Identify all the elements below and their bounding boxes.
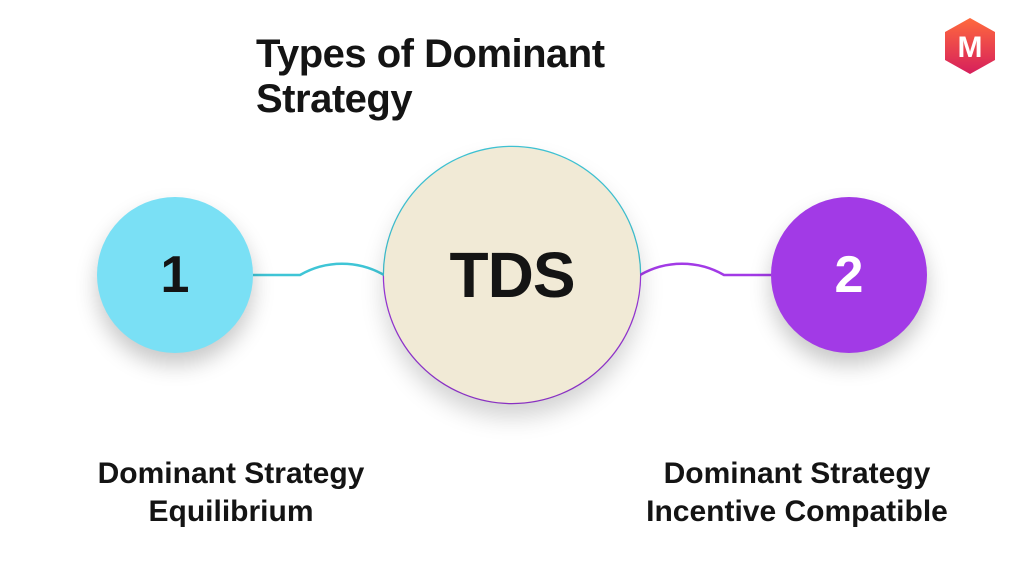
brand-logo: M	[940, 16, 1000, 76]
node-1-caption: Dominant Strategy Equilibrium	[58, 455, 404, 530]
node-2-label: 2	[835, 245, 864, 305]
node-2-caption: Dominant Strategy Incentive Compatible	[620, 455, 974, 530]
node-2: 2	[771, 197, 927, 353]
node-1: 1	[97, 197, 253, 353]
center-node-label: TDS	[450, 238, 575, 312]
node-1-label: 1	[161, 245, 190, 305]
center-node: TDS	[384, 147, 640, 403]
svg-text:M: M	[958, 31, 983, 64]
diagram-canvas: 1 TDS 2	[0, 100, 1024, 440]
